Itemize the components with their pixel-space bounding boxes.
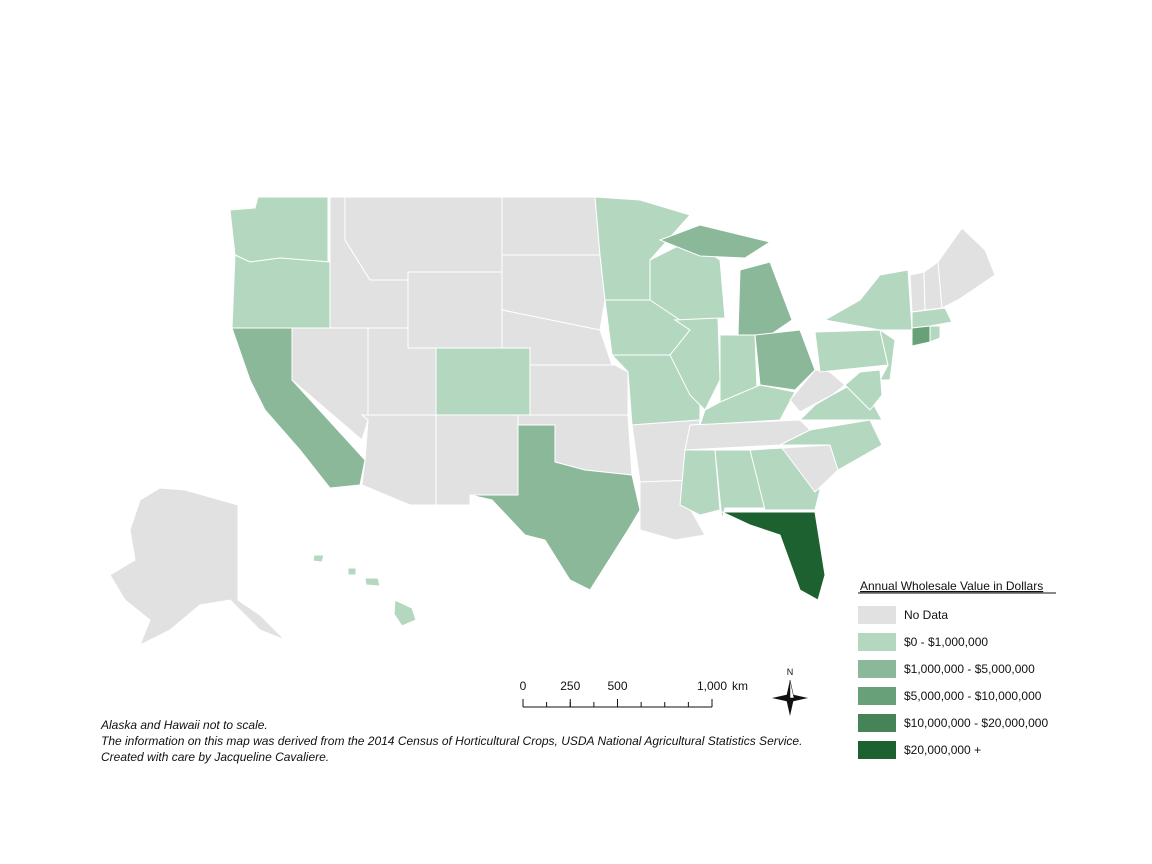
legend-title: Annual Wholesale Value in Dollars <box>860 579 1043 593</box>
state <box>469 424 641 591</box>
state <box>435 414 519 506</box>
legend-swatch <box>858 633 896 651</box>
state <box>529 364 629 416</box>
legend-label: No Data <box>904 608 948 622</box>
legend-label: $5,000,000 - $10,000,000 <box>904 689 1042 703</box>
state <box>823 269 913 331</box>
legend-swatch <box>858 687 896 705</box>
state <box>231 254 331 329</box>
scale-label: 250 <box>560 679 580 693</box>
state <box>501 254 606 331</box>
state <box>714 449 766 521</box>
state <box>929 325 941 343</box>
state <box>435 347 531 416</box>
legend-label: $10,000,000 - $20,000,000 <box>904 716 1048 730</box>
state <box>737 261 793 336</box>
state <box>364 577 381 587</box>
legend-swatch <box>858 660 896 678</box>
scale-label: 500 <box>607 679 627 693</box>
state <box>937 227 996 309</box>
state <box>229 196 329 263</box>
state <box>347 567 357 576</box>
legend-label: $1,000,000 - $5,000,000 <box>904 662 1035 676</box>
legend-swatch <box>858 714 896 732</box>
state <box>814 329 889 373</box>
note: Alaska and Hawaii not to scale. <box>100 718 268 732</box>
scale-label: 1,000 <box>697 679 727 693</box>
state <box>407 271 503 349</box>
state <box>393 599 417 627</box>
state <box>721 511 826 601</box>
notes: Alaska and Hawaii not to scale. The infor… <box>100 718 802 764</box>
legend-swatch <box>858 606 896 624</box>
compass-needle <box>789 679 795 699</box>
state <box>879 328 896 381</box>
scale-bar: 0 250 500 1,000 km <box>520 679 748 708</box>
state <box>658 224 772 259</box>
note: Created with care by Jacqueline Cavalier… <box>101 750 329 764</box>
scale-unit: km <box>732 679 748 693</box>
state <box>669 317 721 411</box>
state <box>754 329 816 391</box>
state <box>679 449 721 516</box>
north-arrow: N <box>772 667 808 716</box>
state <box>501 196 601 256</box>
state <box>909 271 926 313</box>
legend-label: $20,000,000 + <box>904 743 981 757</box>
state <box>844 369 883 411</box>
states <box>109 196 996 647</box>
state <box>911 307 953 329</box>
state <box>749 447 821 511</box>
state <box>360 414 437 506</box>
north-label: N <box>787 667 794 677</box>
legend-swatch <box>858 741 896 759</box>
legend: No Data $0 - $1,000,000 $1,000,000 - $5,00… <box>858 606 1048 759</box>
state <box>344 196 503 281</box>
note: The information on this map was derived … <box>101 734 802 748</box>
state <box>312 554 325 563</box>
legend-label: $0 - $1,000,000 <box>904 635 988 649</box>
state <box>911 325 931 347</box>
state <box>779 419 883 471</box>
state <box>109 487 286 647</box>
scale-label: 0 <box>520 679 527 693</box>
